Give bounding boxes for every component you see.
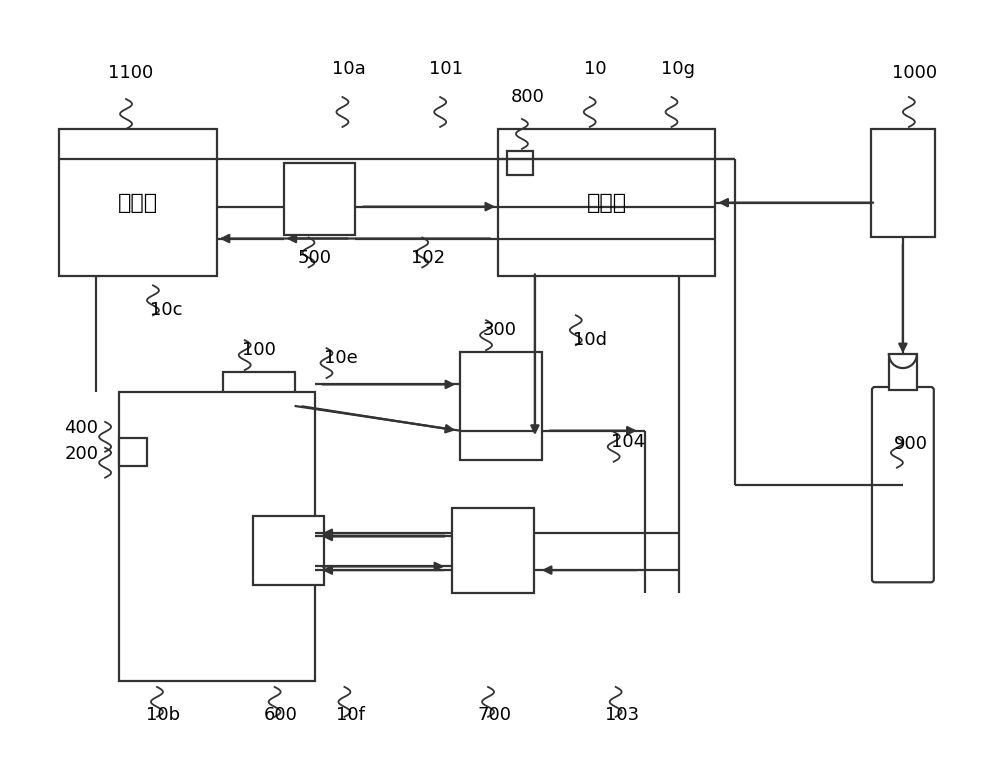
Text: 700: 700 [477,705,511,724]
Bar [498,129,715,276]
Text: 发动机: 发动机 [587,193,627,213]
Bar [507,151,533,175]
Bar [253,516,324,585]
Text: 300: 300 [483,322,517,339]
Text: 1000: 1000 [892,64,937,82]
Text: 10d: 10d [573,332,607,349]
Text: 200: 200 [64,445,98,463]
Text: 800: 800 [511,88,545,106]
Text: 500: 500 [298,250,332,268]
Bar [119,392,315,681]
Text: 103: 103 [605,705,639,724]
Text: 10f: 10f [336,705,365,724]
Text: 104: 104 [611,433,645,451]
Text: 1100: 1100 [108,64,154,82]
Bar [59,129,217,276]
Bar [871,129,935,237]
Text: 100: 100 [242,341,276,359]
Bar [460,352,542,460]
Text: 400: 400 [64,419,98,437]
Text: 集控器: 集控器 [118,193,158,213]
Text: 10b: 10b [146,705,180,724]
Text: 10: 10 [584,60,607,78]
Text: 900: 900 [894,435,928,453]
Bar [452,507,534,593]
Text: 102: 102 [411,250,445,268]
Bar [119,438,147,466]
Text: 600: 600 [264,705,298,724]
Bar [284,163,355,234]
Bar [223,372,295,439]
Text: 10a: 10a [332,60,365,78]
Text: 10c: 10c [150,301,182,319]
Text: 101: 101 [429,60,463,78]
Bar [889,354,917,390]
Text: 10e: 10e [324,349,357,367]
Text: 10g: 10g [661,60,695,78]
FancyBboxPatch shape [872,387,934,582]
